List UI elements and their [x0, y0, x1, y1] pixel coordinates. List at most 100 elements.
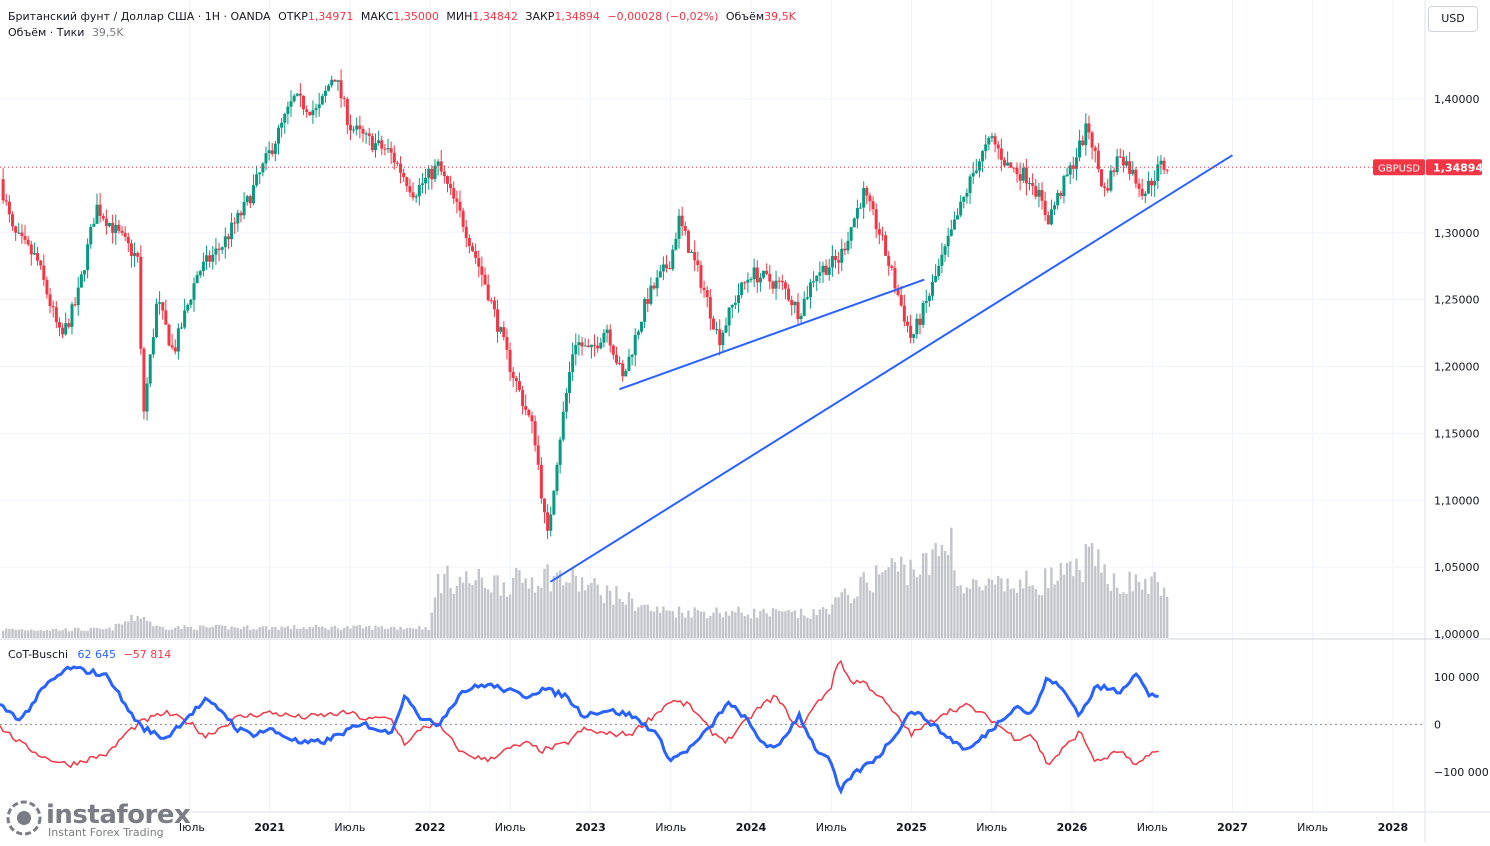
- volume-bar: [997, 576, 1000, 638]
- volume-bar: [477, 569, 480, 638]
- volume-bar: [1018, 579, 1022, 638]
- candle: [1043, 191, 1047, 221]
- volume-bar: [352, 625, 355, 638]
- candle: [874, 203, 878, 238]
- candle: [805, 285, 809, 301]
- candle: [267, 141, 271, 161]
- volume-bar: [305, 628, 308, 638]
- volume-bar: [67, 631, 71, 638]
- volume-bar: [671, 611, 674, 638]
- volume-bar: [111, 630, 114, 638]
- candle: [1037, 182, 1041, 208]
- volume-bar: [527, 588, 531, 638]
- candle: [36, 246, 40, 266]
- candle: [1109, 165, 1113, 193]
- volume-bar: [1144, 578, 1147, 638]
- candle: [502, 321, 506, 341]
- volume-bar: [336, 628, 340, 638]
- volume-bar: [881, 572, 884, 638]
- volume-bar: [127, 621, 130, 638]
- volume-bar: [292, 625, 296, 638]
- candle: [496, 299, 500, 343]
- volume-bar: [1156, 581, 1160, 638]
- volume-bar: [449, 588, 452, 638]
- candle: [999, 138, 1003, 172]
- candle: [1084, 113, 1088, 156]
- candle: [661, 256, 665, 281]
- volume-bar: [30, 629, 33, 638]
- cot-name[interactable]: CoT-Buschi: [8, 648, 69, 661]
- candle: [1040, 182, 1044, 210]
- candle: [458, 190, 462, 218]
- candle: [411, 182, 415, 201]
- logo-main-text: instaforex: [46, 800, 191, 830]
- candle: [924, 289, 928, 313]
- volume-bar: [255, 629, 258, 638]
- trendline[interactable]: [549, 154, 1233, 583]
- candle: [95, 193, 99, 225]
- cot-tick-label: 100 000: [1434, 671, 1480, 684]
- volume-bar: [1065, 562, 1069, 638]
- candle: [987, 136, 991, 151]
- volume-bar: [946, 554, 950, 638]
- volume-line-label[interactable]: Объём · Тики: [8, 26, 85, 39]
- volume-bar: [436, 573, 440, 638]
- price-tick-label: 1,05000: [1434, 561, 1480, 574]
- candle: [1090, 131, 1094, 160]
- candle: [546, 504, 550, 539]
- candle: [214, 237, 218, 265]
- candle: [715, 321, 719, 335]
- volume-bar: [468, 583, 471, 638]
- volume-bar: [1166, 596, 1169, 638]
- candle: [633, 328, 637, 367]
- volume-bar: [943, 550, 947, 638]
- volume-bar: [618, 598, 621, 638]
- volume-bar: [1084, 544, 1088, 638]
- volume-bar: [605, 585, 609, 638]
- candle: [230, 212, 234, 247]
- cot-red-line: [0, 659, 1159, 769]
- volume-bar: [543, 568, 546, 638]
- trendline[interactable]: [619, 278, 925, 391]
- volume-bar: [120, 624, 124, 638]
- volume-bar: [152, 626, 155, 638]
- volume-bar: [893, 562, 897, 638]
- volume-bar: [205, 627, 208, 638]
- currency-button[interactable]: USD: [1428, 6, 1478, 32]
- volume-bar: [440, 593, 443, 638]
- volume-bar: [490, 592, 493, 638]
- volume-bar: [909, 559, 912, 638]
- volume-bar: [821, 607, 825, 638]
- candle: [683, 221, 687, 236]
- candle: [1153, 170, 1157, 197]
- volume-bar: [233, 627, 236, 638]
- volume-bar: [1162, 587, 1166, 638]
- candle: [837, 251, 841, 275]
- candle: [1053, 201, 1057, 216]
- candle: [949, 219, 953, 237]
- candle: [389, 141, 393, 164]
- cot-blue-line: [0, 665, 1159, 795]
- candle: [380, 135, 384, 156]
- candle: [968, 174, 972, 204]
- volume-bar: [931, 549, 934, 638]
- symbol-title[interactable]: Британский фунт / Доллар США · 1Н · OAND…: [8, 10, 271, 23]
- candle: [508, 342, 512, 381]
- candle: [849, 226, 853, 249]
- volume-bar: [1000, 578, 1003, 638]
- candle: [333, 79, 337, 82]
- volume-bar: [377, 627, 380, 638]
- candle: [392, 145, 396, 170]
- volume-bar: [1131, 591, 1134, 638]
- candle: [211, 245, 215, 270]
- volume-bar: [458, 576, 462, 638]
- trendlines[interactable]: [549, 154, 1233, 583]
- price-tag-value: 1,34894: [1433, 161, 1483, 174]
- candle: [129, 239, 133, 268]
- candle: [395, 160, 399, 167]
- candle: [1096, 143, 1100, 173]
- candle: [183, 298, 187, 330]
